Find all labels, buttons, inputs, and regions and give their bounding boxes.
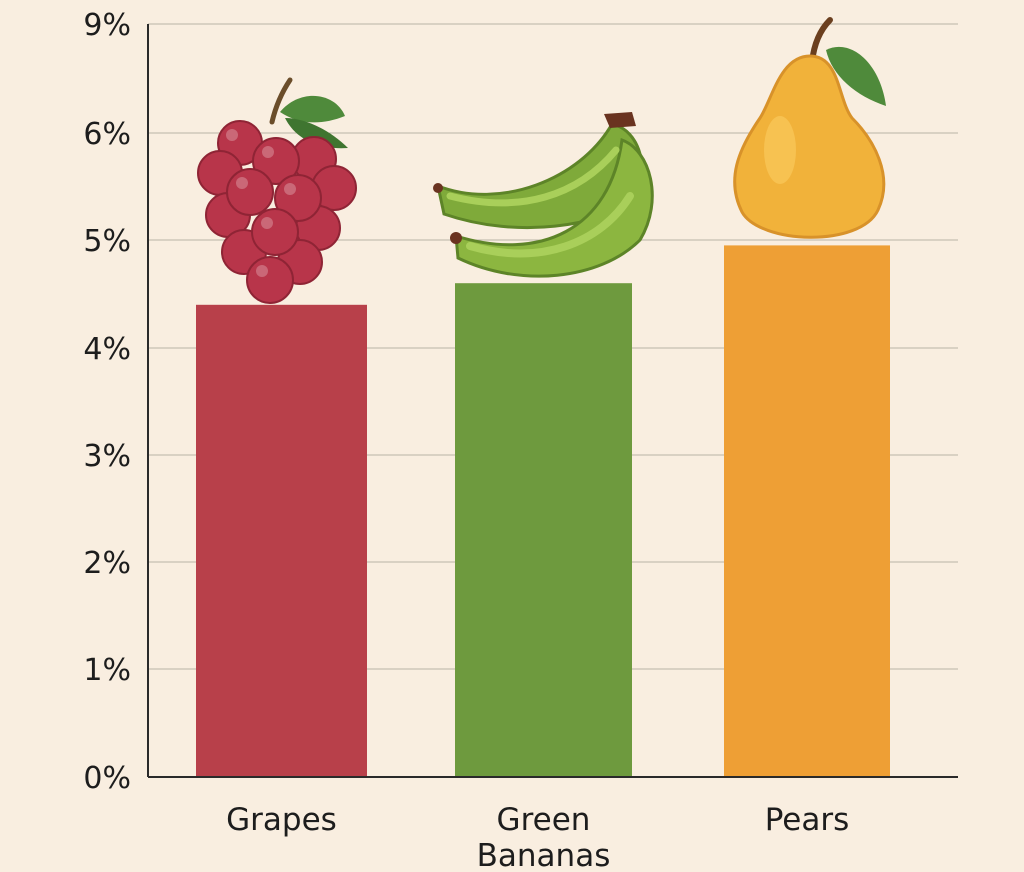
x-tick-label: Pears [765, 802, 850, 838]
bananas-icon [433, 112, 654, 278]
bars [196, 245, 890, 777]
grapes-icon [197, 77, 357, 304]
pear-icon [733, 17, 886, 239]
fruit-icons [197, 17, 886, 304]
y-tick-label: 4% [83, 332, 131, 367]
y-axis-ticks: 0% 1% 2% 3% 4% 5% 6% 9% [83, 8, 131, 796]
category-labels: Grapes Green Bananas Pears [226, 802, 850, 872]
bar [196, 304, 367, 777]
y-tick-label: 3% [83, 439, 131, 474]
y-tick-label: 6% [83, 117, 131, 152]
y-tick-label: 0% [83, 761, 131, 796]
x-tick-label: Grapes [226, 802, 337, 838]
bar [724, 245, 890, 777]
x-tick-label: Green Bananas [477, 802, 611, 868]
y-tick-label: 5% [83, 224, 131, 259]
y-tick-label: 2% [83, 546, 131, 581]
y-tick-label: 9% [83, 8, 131, 43]
axes [147, 24, 958, 778]
bar [455, 283, 632, 777]
y-tick-label: 1% [83, 653, 131, 688]
